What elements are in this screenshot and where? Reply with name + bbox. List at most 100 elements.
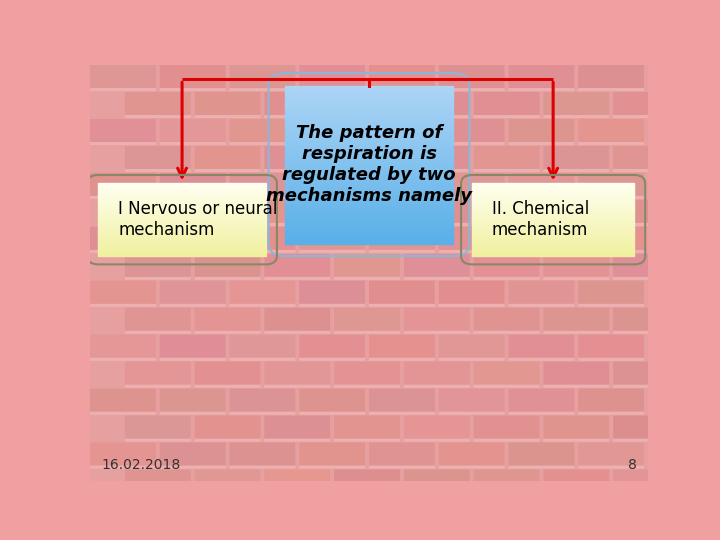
Bar: [285, 218, 453, 221]
Bar: [285, 92, 453, 95]
Bar: [99, 246, 266, 249]
Bar: [472, 195, 634, 198]
Bar: [285, 171, 453, 174]
Bar: [285, 221, 453, 225]
Bar: [99, 237, 266, 239]
Bar: [285, 215, 453, 218]
Bar: [285, 149, 453, 152]
Bar: [285, 152, 453, 155]
Bar: [285, 190, 453, 193]
Bar: [472, 241, 634, 244]
Bar: [285, 114, 453, 117]
Text: The pattern of
respiration is
regulated by two
mechanisms namely: The pattern of respiration is regulated …: [266, 124, 472, 205]
Bar: [285, 212, 453, 215]
Bar: [285, 105, 453, 107]
Bar: [99, 251, 266, 254]
Bar: [99, 210, 266, 212]
Bar: [99, 225, 266, 227]
Text: 8: 8: [628, 458, 637, 472]
Bar: [285, 193, 453, 196]
Bar: [285, 111, 453, 114]
Bar: [472, 186, 634, 188]
Bar: [285, 107, 453, 111]
Bar: [285, 187, 453, 190]
Bar: [472, 212, 634, 215]
Bar: [99, 188, 266, 191]
Bar: [285, 95, 453, 98]
Bar: [99, 193, 266, 195]
Bar: [285, 199, 453, 202]
Bar: [285, 174, 453, 177]
Bar: [99, 205, 266, 207]
Bar: [472, 225, 634, 227]
Bar: [472, 254, 634, 256]
Bar: [99, 217, 266, 220]
Bar: [472, 202, 634, 205]
Text: 16.02.2018: 16.02.2018: [101, 458, 181, 472]
Bar: [285, 196, 453, 199]
Bar: [99, 254, 266, 256]
Bar: [285, 237, 453, 240]
Bar: [99, 212, 266, 215]
Bar: [285, 184, 453, 187]
Bar: [472, 230, 634, 232]
Bar: [99, 195, 266, 198]
Bar: [285, 228, 453, 231]
Bar: [472, 249, 634, 251]
Bar: [285, 127, 453, 130]
Text: I Nervous or neural
mechanism: I Nervous or neural mechanism: [119, 200, 278, 239]
Bar: [472, 246, 634, 249]
Bar: [285, 136, 453, 139]
Bar: [472, 205, 634, 207]
Bar: [285, 180, 453, 184]
Bar: [99, 186, 266, 188]
Bar: [472, 232, 634, 234]
Bar: [99, 232, 266, 234]
Bar: [285, 165, 453, 168]
Bar: [472, 234, 634, 237]
Bar: [472, 227, 634, 229]
Bar: [99, 241, 266, 244]
Bar: [472, 239, 634, 241]
Bar: [472, 215, 634, 217]
Bar: [285, 89, 453, 92]
Bar: [285, 155, 453, 158]
Bar: [99, 222, 266, 225]
Bar: [285, 120, 453, 124]
Bar: [472, 188, 634, 191]
Bar: [99, 202, 266, 205]
Bar: [472, 191, 634, 193]
Text: II. Chemical
mechanism: II. Chemical mechanism: [492, 200, 589, 239]
Bar: [472, 210, 634, 212]
Bar: [472, 183, 634, 186]
Bar: [472, 220, 634, 222]
Bar: [472, 237, 634, 239]
Bar: [472, 217, 634, 220]
Bar: [285, 161, 453, 165]
Bar: [99, 244, 266, 246]
Bar: [285, 177, 453, 180]
Bar: [285, 240, 453, 244]
Bar: [285, 206, 453, 209]
Bar: [285, 139, 453, 143]
Bar: [99, 249, 266, 251]
Bar: [285, 98, 453, 102]
Bar: [472, 222, 634, 225]
Bar: [285, 158, 453, 161]
Bar: [285, 209, 453, 212]
Bar: [285, 231, 453, 234]
Bar: [99, 207, 266, 210]
Bar: [285, 130, 453, 133]
Bar: [99, 215, 266, 217]
Bar: [99, 230, 266, 232]
Bar: [285, 85, 453, 89]
Bar: [472, 207, 634, 210]
Bar: [99, 198, 266, 200]
Bar: [285, 143, 453, 146]
Bar: [285, 168, 453, 171]
Bar: [285, 102, 453, 105]
Bar: [99, 227, 266, 229]
Bar: [285, 124, 453, 127]
Bar: [285, 202, 453, 206]
Bar: [99, 191, 266, 193]
